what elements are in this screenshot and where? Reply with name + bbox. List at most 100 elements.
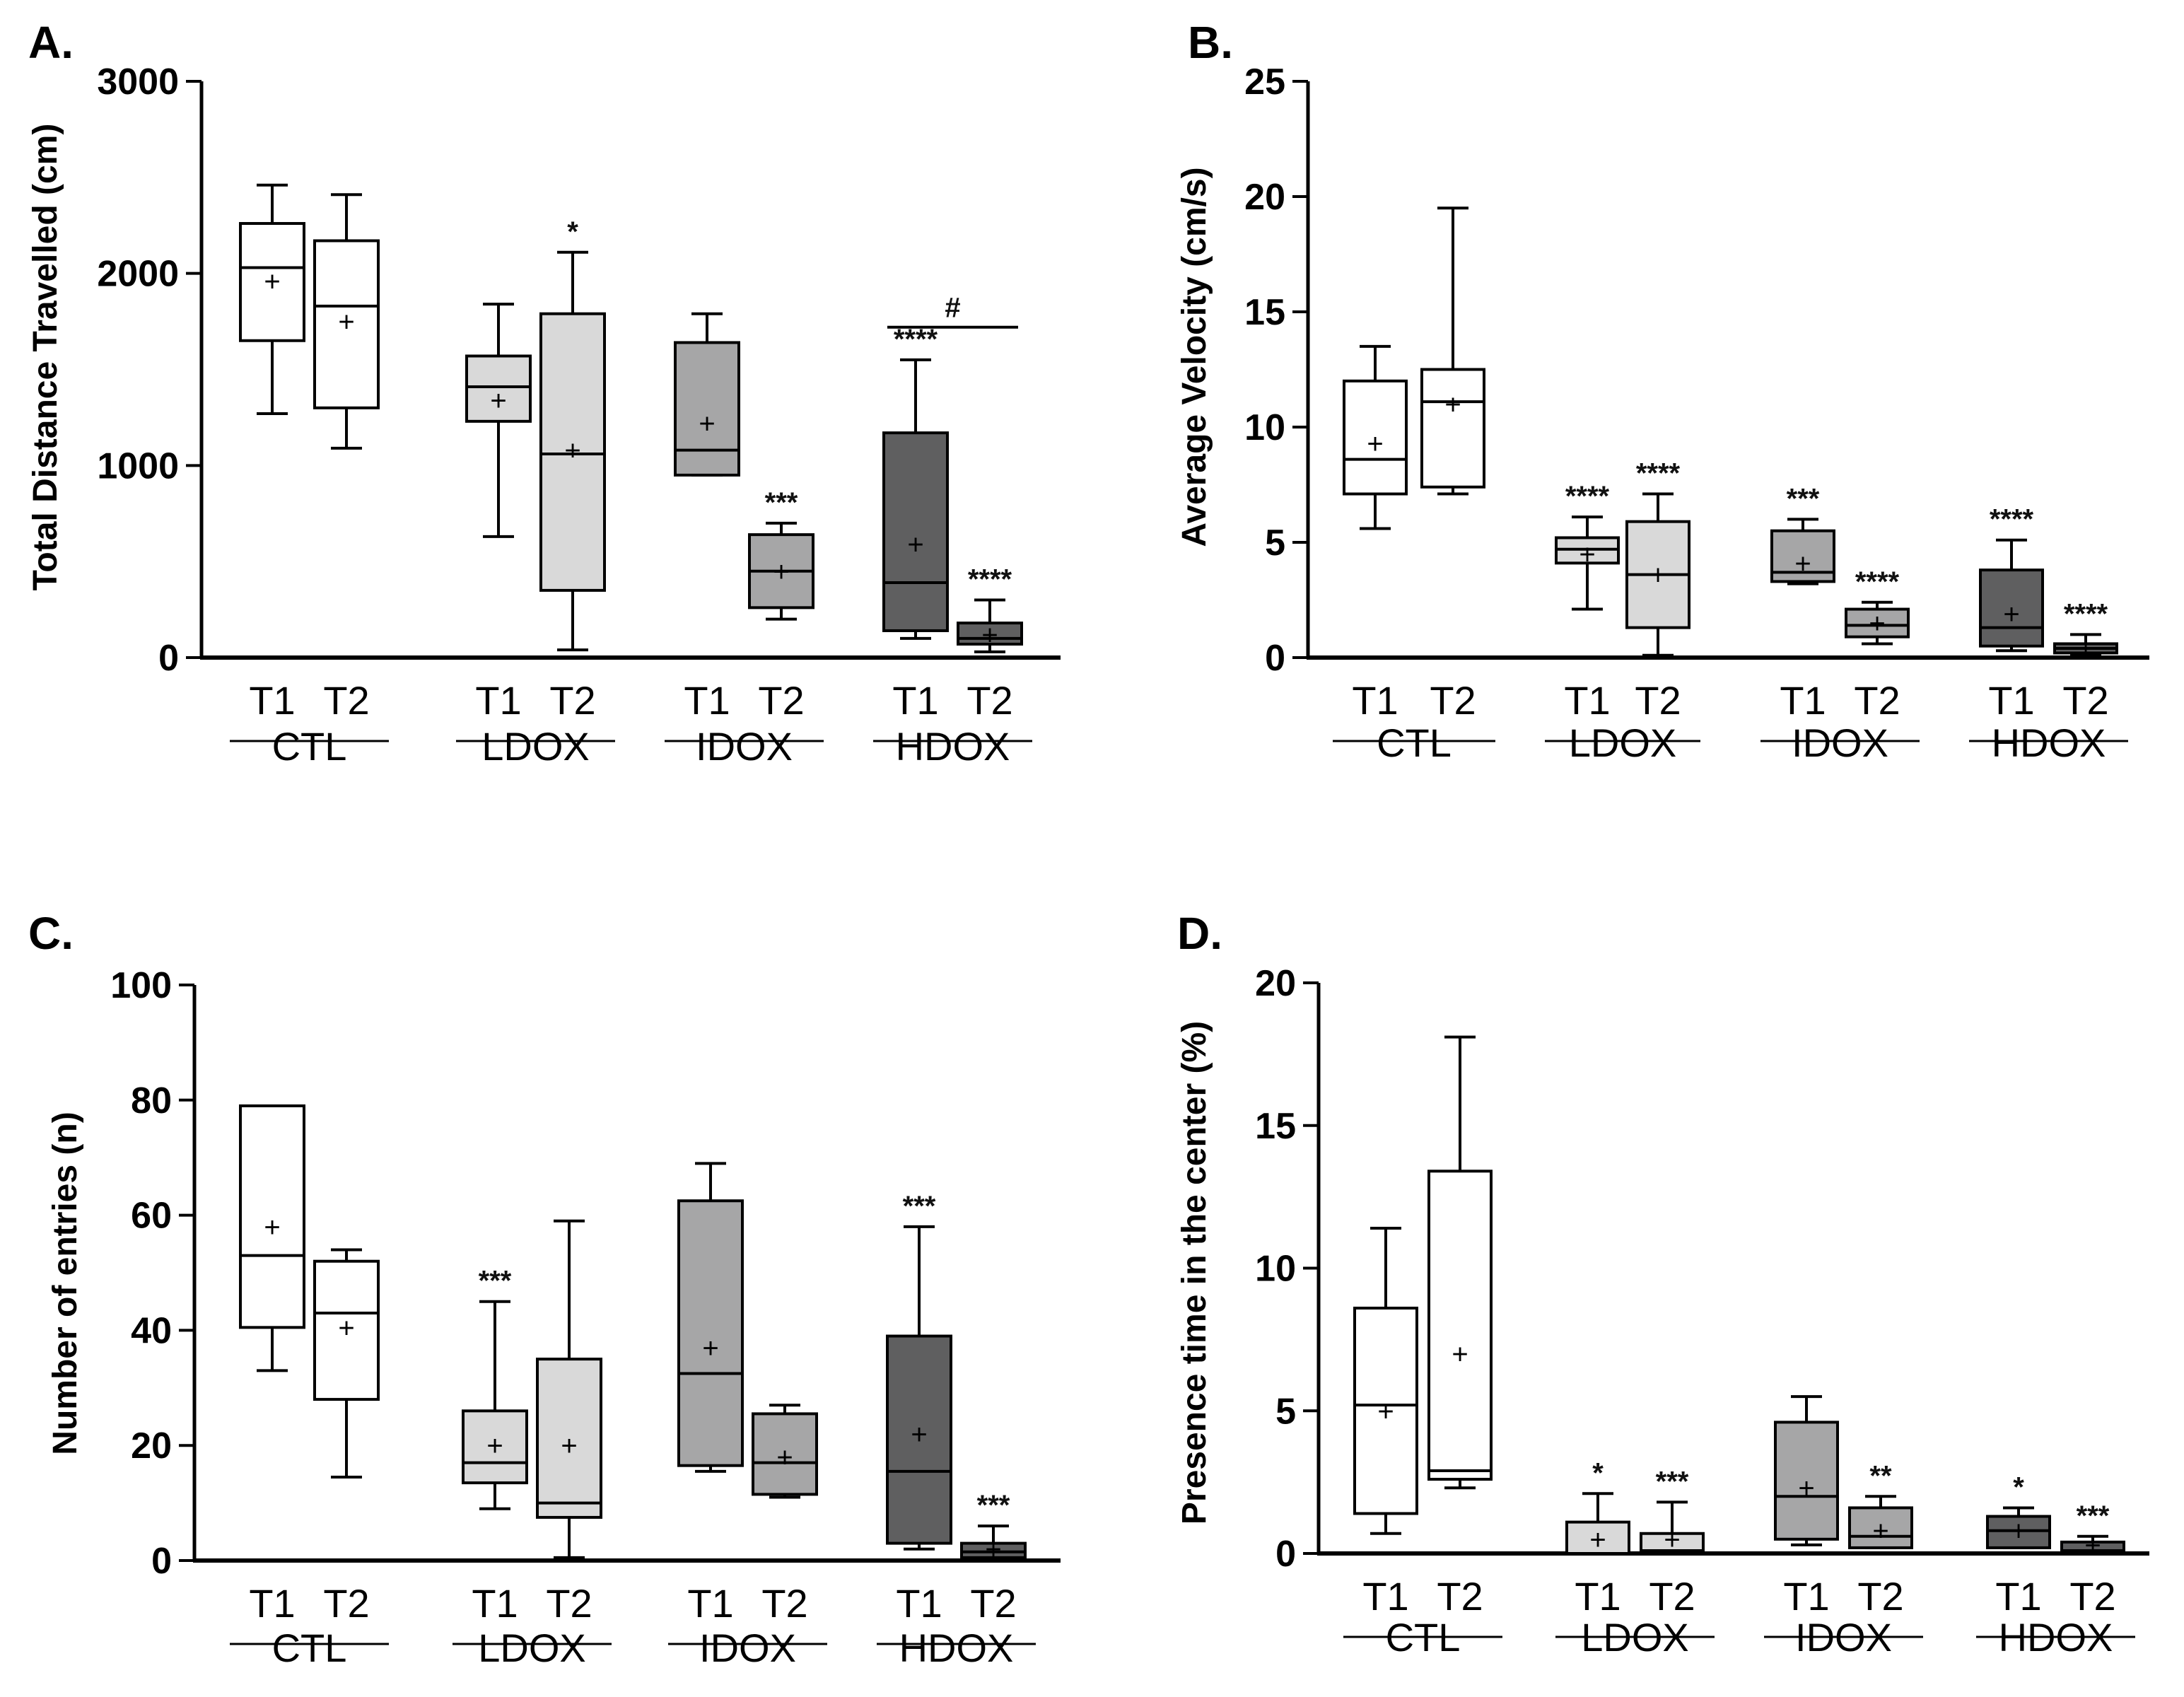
box-iqr <box>313 239 380 409</box>
box-hdox-t2: +***T2 <box>960 1490 1027 1626</box>
box-iqr <box>536 1358 602 1519</box>
y-tick-label: 40 <box>131 1310 172 1351</box>
group-label-hdox: HDOX <box>896 724 1010 769</box>
time-label-t2: T2 <box>1437 1574 1483 1619</box>
box-ctl-t1: + T1 <box>239 1104 305 1626</box>
time-label-t2: T2 <box>1430 678 1476 723</box>
box-iqr <box>1420 368 1485 489</box>
box-hdox-t2: +*** T2 <box>2060 1500 2125 1619</box>
y-axis-title-a: Total Distance Travelled (cm) <box>27 124 64 591</box>
mean-marker: + <box>264 1212 280 1243</box>
y-tick-label: 0 <box>1265 638 1285 679</box>
significance-label: *** <box>1656 1466 1689 1497</box>
box-hdox-t1: + **** T1 <box>882 324 949 723</box>
group-label-ldox: LDOX <box>478 1626 586 1670</box>
time-label-t2: T2 <box>1854 678 1900 723</box>
mean-marker: + <box>561 1430 577 1462</box>
box-hdox-t1: + **** T1 <box>1979 504 2044 723</box>
time-label-t2: T2 <box>546 1581 592 1626</box>
panel-c: 020406080100+T1+T2CTL+***T1+T2LDOX+T1+T2… <box>110 965 1061 1670</box>
mean-marker: + <box>911 1419 927 1450</box>
box-hdox-t1: + *** T1 <box>886 1191 952 1626</box>
panel-title-b: B. <box>1188 17 1233 68</box>
y-tick-label: 0 <box>151 1541 172 1582</box>
time-label-t2: T2 <box>967 678 1012 723</box>
box-idox-t2: + **** T2 <box>1845 566 1910 723</box>
bracket-label: # <box>945 293 960 324</box>
box-iqr <box>1979 568 2044 648</box>
time-label-t2: T2 <box>2062 678 2108 723</box>
time-label-t1: T1 <box>1995 1574 2041 1619</box>
significance-label: * <box>2013 1471 2024 1503</box>
mean-marker: + <box>338 307 354 338</box>
time-label-t2: T2 <box>2069 1574 2115 1619</box>
mean-marker: + <box>2084 1530 2101 1561</box>
time-label-t1: T1 <box>1575 1574 1621 1619</box>
box-ldox-t2: + * T2 <box>539 216 606 723</box>
box-hdox-t2: + **** T2 <box>957 564 1023 723</box>
significance-label: *** <box>977 1490 1010 1521</box>
box-ldox-t1: + T1 <box>465 303 532 723</box>
panel-d: 05101520+T1+T2CTL+*T1+***T2LDOX+T1+**T2I… <box>1255 963 2149 1660</box>
y-axis-title-b: Average Velocity (cm/s) <box>1176 167 1213 547</box>
box-iqr <box>313 1259 380 1401</box>
significance-label: * <box>1592 1457 1604 1488</box>
box-idox-t1: + *** T1 <box>1770 483 1835 723</box>
significance-label: *** <box>1787 483 1820 514</box>
mean-marker: + <box>1452 1339 1468 1370</box>
box-ldox-t1: + **** T1 <box>1555 481 1620 723</box>
y-tick-label: 2000 <box>97 254 179 295</box>
mean-marker: + <box>699 409 715 440</box>
time-label-t2: T2 <box>758 678 804 723</box>
box-hdox-t1: + * T1 <box>1986 1471 2051 1619</box>
box-idox-t2: + *** T2 <box>748 487 814 723</box>
box-iqr <box>674 341 740 477</box>
mean-marker: + <box>486 1430 503 1462</box>
mean-marker: + <box>490 385 506 416</box>
y-tick-label: 80 <box>131 1080 172 1121</box>
y-axis-title-c: Number of entries (n) <box>47 1112 84 1454</box>
mean-marker: + <box>1798 1473 1814 1504</box>
panel-b: 0510152025+T1+T2CTL+****T1+****T2LDOX+**… <box>1244 62 2149 765</box>
box-idox-t2: + ** T2 <box>1848 1460 1913 1619</box>
mean-marker: + <box>702 1333 718 1364</box>
group-label-hdox: HDOX <box>899 1626 1014 1670</box>
y-tick-label: 10 <box>1255 1249 1296 1290</box>
box-ldox-t1: + *** T1 <box>462 1266 528 1626</box>
significance-label: *** <box>2077 1500 2110 1532</box>
time-label-t1: T1 <box>896 1581 942 1626</box>
significance-label: ** <box>1869 1460 1892 1491</box>
box-iqr <box>1848 1506 1913 1549</box>
box-iqr <box>1986 1515 2051 1549</box>
time-label-t1: T1 <box>1780 678 1826 723</box>
mean-marker: + <box>2077 634 2094 665</box>
box-iqr <box>239 1104 305 1329</box>
box-iqr <box>677 1199 744 1467</box>
mean-marker: + <box>985 1534 1001 1565</box>
box-hdox-t2: + **** T2 <box>2053 598 2118 723</box>
mean-marker: + <box>1444 389 1461 420</box>
significance-label: **** <box>2064 598 2108 629</box>
mean-marker: + <box>1869 608 1885 639</box>
mean-marker: + <box>1664 1524 1680 1556</box>
y-tick-label: 20 <box>1255 963 1296 1004</box>
box-iqr <box>462 1409 528 1485</box>
plots-layer: 0100020003000+T1+T2CTL+T1+*T2LDOX+T1+***… <box>97 62 2149 1670</box>
group-label-ctl: CTL <box>1386 1615 1461 1660</box>
box-ldox-t2: + *** T2 <box>1640 1466 1705 1619</box>
time-label-t1: T1 <box>1362 1574 1408 1619</box>
time-label-t1: T1 <box>249 678 295 723</box>
group-label-ldox: LDOX <box>481 724 590 769</box>
panel-title-d: D. <box>1177 908 1222 959</box>
y-tick-label: 60 <box>131 1196 172 1237</box>
box-iqr <box>752 1412 818 1496</box>
y-tick-label: 5 <box>1275 1391 1296 1432</box>
